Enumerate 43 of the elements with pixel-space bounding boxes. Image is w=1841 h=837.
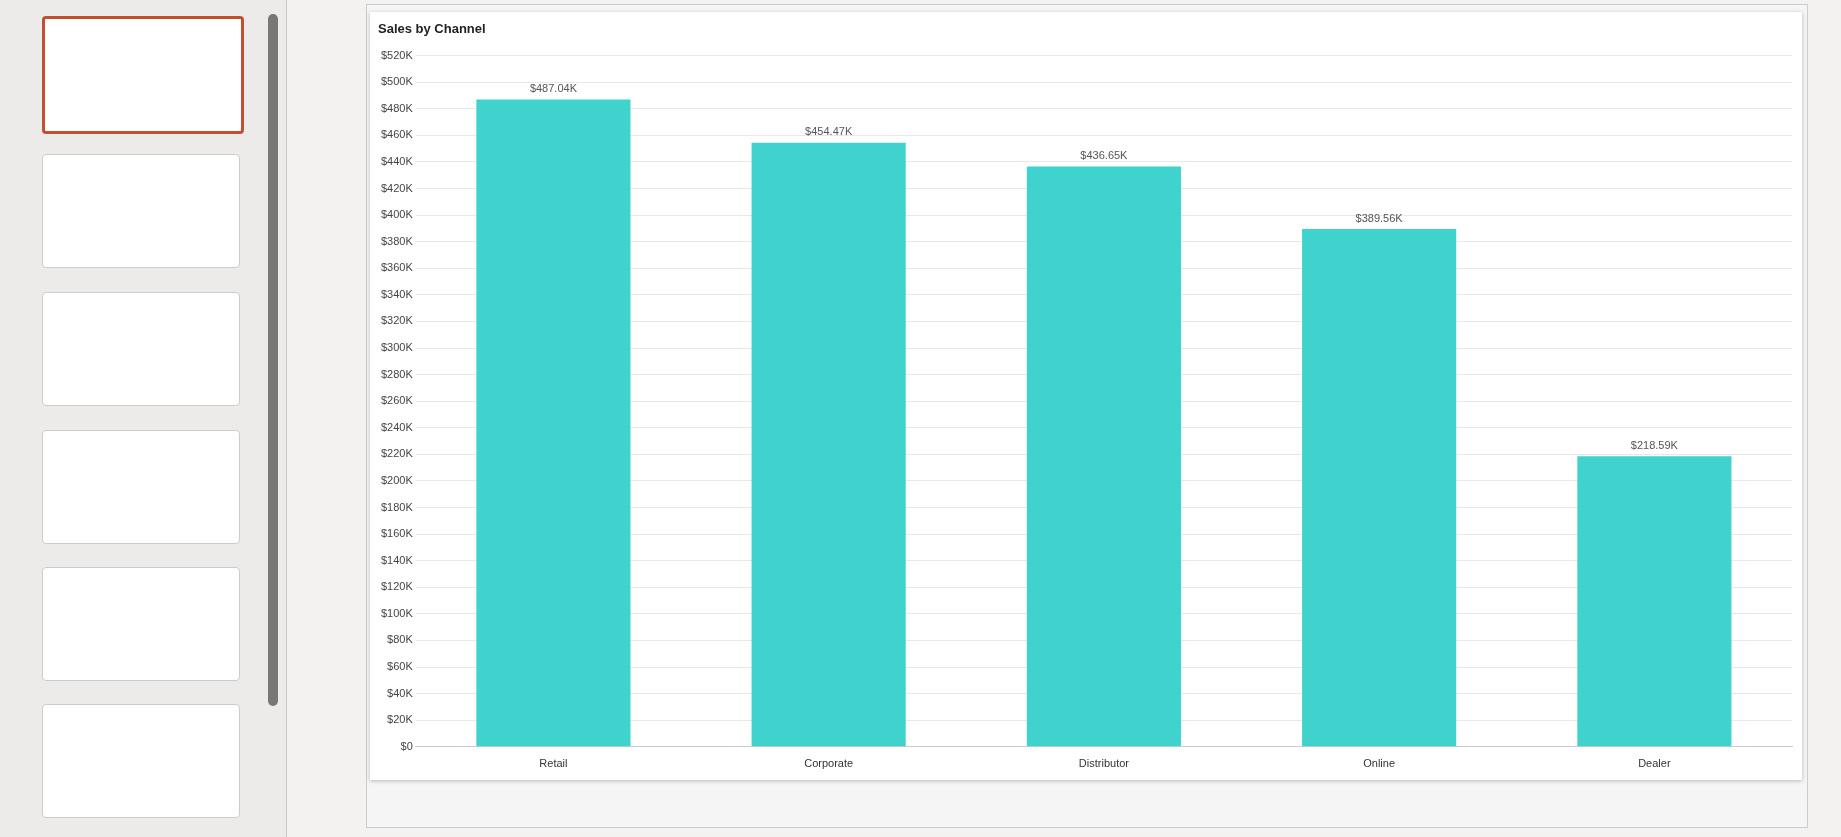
y-tick-label: $420K bbox=[381, 181, 414, 194]
x-tick-label: Corporate bbox=[804, 757, 854, 770]
x-tick-label: Online bbox=[1363, 757, 1396, 770]
y-tick-label: $0 bbox=[400, 739, 413, 752]
y-tick-label: $520K bbox=[381, 48, 414, 61]
y-tick-label: $20K bbox=[387, 713, 414, 726]
x-tick-label: Distributor bbox=[1078, 757, 1130, 770]
y-tick-label: $400K bbox=[381, 208, 414, 221]
bar bbox=[1577, 456, 1732, 747]
y-tick-label: $500K bbox=[381, 75, 414, 88]
y-tick-label: $240K bbox=[381, 420, 414, 433]
y-tick-label: $200K bbox=[381, 473, 414, 486]
data-label: $487.04K bbox=[529, 81, 578, 94]
y-tick-label: $60K bbox=[387, 660, 414, 673]
y-tick-label: $280K bbox=[381, 367, 414, 380]
y-tick-label: $140K bbox=[381, 553, 414, 566]
y-tick-label: $40K bbox=[387, 686, 414, 699]
bar bbox=[1302, 228, 1457, 747]
y-tick-label: $260K bbox=[381, 394, 414, 407]
y-tick-label: $120K bbox=[381, 580, 414, 593]
bar bbox=[476, 99, 631, 747]
y-tick-label: $440K bbox=[381, 154, 414, 167]
y-tick-label: $80K bbox=[387, 633, 414, 646]
data-label: $389.56K bbox=[1355, 211, 1404, 224]
chart-title: Sales by Channel bbox=[378, 21, 486, 37]
x-tick-label: Retail bbox=[539, 757, 568, 770]
y-tick-label: $480K bbox=[381, 101, 414, 114]
data-label: $218.59K bbox=[1630, 438, 1679, 451]
x-tick-label: Dealer bbox=[1638, 757, 1671, 770]
y-tick-label: $380K bbox=[381, 234, 414, 247]
data-label: $436.65K bbox=[1080, 148, 1129, 161]
bar bbox=[1026, 166, 1181, 747]
y-tick-label: $160K bbox=[381, 527, 414, 540]
bar bbox=[751, 142, 906, 747]
y-tick-label: $320K bbox=[381, 314, 414, 327]
y-tick-label: $360K bbox=[381, 261, 414, 274]
y-tick-label: $460K bbox=[381, 128, 414, 141]
y-tick-label: $300K bbox=[381, 341, 414, 354]
data-label: $454.47K bbox=[805, 125, 853, 138]
y-tick-label: $180K bbox=[381, 500, 414, 513]
y-tick-label: $220K bbox=[381, 447, 414, 460]
y-tick-label: $100K bbox=[381, 606, 414, 619]
y-tick-label: $340K bbox=[381, 287, 414, 300]
